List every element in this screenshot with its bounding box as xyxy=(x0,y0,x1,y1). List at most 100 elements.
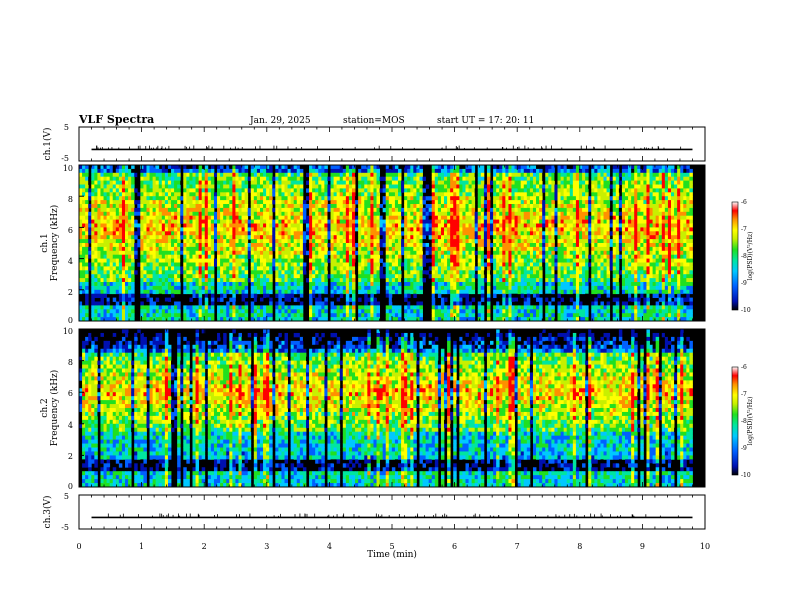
spectrogram-cell xyxy=(345,289,350,295)
spectrogram-cell xyxy=(152,258,157,263)
spectrogram-cell xyxy=(128,207,132,213)
spectrogram-cell xyxy=(82,188,86,193)
spectrogram-cell xyxy=(85,285,89,291)
spectrogram-cell xyxy=(272,235,276,240)
spectrogram-cell xyxy=(250,262,255,267)
spectrogram-cell xyxy=(330,200,334,205)
spectrogram-cell xyxy=(287,297,292,302)
spectrogram-cell xyxy=(348,246,353,252)
spectrogram-cell xyxy=(97,180,101,185)
spectrogram-cell xyxy=(410,282,414,287)
spectrogram-cell xyxy=(373,270,377,275)
spectrogram-cell xyxy=(118,305,123,310)
spectrogram-cell xyxy=(125,188,129,193)
spectrogram-cell xyxy=(88,192,92,197)
spectrogram-cell xyxy=(302,223,307,228)
spectrogram-cell xyxy=(370,258,374,263)
spectrogram-cell xyxy=(143,293,147,298)
spectrogram-cell xyxy=(401,246,405,252)
spectrogram-cell xyxy=(183,282,187,287)
spectrogram-cell xyxy=(149,235,154,240)
spectrogram-cell xyxy=(152,219,157,224)
spectrogram-cell xyxy=(149,266,154,271)
spectrogram-cell xyxy=(404,204,408,209)
spectrogram-cell xyxy=(330,293,334,298)
spectrogram-cell xyxy=(407,309,411,314)
spectrogram-cell xyxy=(496,278,500,283)
spectrogram-cell xyxy=(97,219,101,224)
spectrogram-cell xyxy=(94,168,98,174)
spectrogram-cell xyxy=(330,313,334,318)
spectrogram-cell xyxy=(118,293,123,298)
spectrogram-cell xyxy=(241,192,246,197)
spectrogram-cell xyxy=(483,215,488,220)
spectrogram-cell xyxy=(468,246,473,252)
spectrogram-cell xyxy=(428,227,433,232)
spectrogram-cell xyxy=(155,278,160,283)
spectrogram-cell xyxy=(398,270,402,275)
spectrogram-cell xyxy=(266,188,270,193)
spectrogram-cell xyxy=(171,231,175,236)
spectrogram-cell xyxy=(143,243,147,248)
spectrogram-cell xyxy=(318,239,322,244)
spectrogram-cell xyxy=(195,215,200,220)
spectrogram-cell xyxy=(333,184,338,189)
spectrogram-cell xyxy=(321,168,325,174)
spectrogram-cell xyxy=(134,246,138,252)
spectrogram-cell xyxy=(198,270,203,275)
spectrogram-cell xyxy=(309,266,313,271)
spectrogram-cell xyxy=(324,239,328,244)
spectrogram-cell xyxy=(112,289,117,295)
spectrogram-cell xyxy=(302,200,307,205)
spectrogram-cell xyxy=(477,309,482,314)
spectrogram-cell xyxy=(100,278,104,283)
spectrogram-cell xyxy=(247,223,252,228)
spectrogram-cell xyxy=(376,301,381,306)
spectrogram-cell xyxy=(416,262,420,267)
spectrogram-cell xyxy=(235,215,239,220)
spectrogram-cell xyxy=(401,231,405,236)
spectrogram-cell xyxy=(143,172,147,178)
spectrogram-cell xyxy=(235,270,239,275)
spectrogram-cell xyxy=(471,204,476,209)
spectrogram-cell xyxy=(158,184,163,189)
spectrogram-cell xyxy=(226,278,230,283)
spectrogram-cell xyxy=(94,266,98,271)
spectrogram-cell xyxy=(195,289,200,295)
spectrogram-cell xyxy=(115,172,120,178)
spectrogram-cell xyxy=(474,250,479,256)
spectrogram-cell xyxy=(174,172,178,178)
spectrogram-cell xyxy=(210,204,215,209)
spectrogram-cell xyxy=(232,254,236,259)
spectrogram-cell xyxy=(207,239,212,244)
spectrogram-cell xyxy=(437,192,442,197)
spectrogram-cell xyxy=(434,254,439,259)
spectrogram-cell xyxy=(85,317,89,322)
spectrogram-cell xyxy=(278,243,282,248)
spectrogram-cell xyxy=(180,243,184,248)
spectrogram-cell xyxy=(259,282,264,287)
spectrogram-cell xyxy=(398,176,402,181)
spectrogram-cell xyxy=(171,254,175,259)
spectrogram-cell xyxy=(434,317,439,322)
spectrogram-cell xyxy=(223,219,227,224)
spectrogram-cell xyxy=(155,172,160,178)
spectrogram-cell xyxy=(204,227,209,232)
spectrogram-cell xyxy=(348,180,353,185)
spectrogram-cell xyxy=(299,172,304,178)
spectrogram-cell xyxy=(318,165,322,170)
spectrogram-cell xyxy=(128,165,132,170)
spectrogram-cell xyxy=(302,227,307,232)
spectrogram-cell xyxy=(259,192,264,197)
spectrogram-cell xyxy=(342,172,347,178)
spectrogram-cell xyxy=(367,184,371,189)
spectrogram-cell xyxy=(480,235,485,240)
spectrogram-cell xyxy=(125,200,129,205)
spectrogram-cell xyxy=(94,176,98,181)
spectrogram-cell xyxy=(361,282,365,287)
spectrogram-cell xyxy=(238,250,242,256)
spectrogram-cell xyxy=(373,219,377,224)
spectrogram-cell xyxy=(118,317,123,322)
spectrogram-cell xyxy=(339,200,344,205)
spectrogram-cell xyxy=(146,289,150,295)
